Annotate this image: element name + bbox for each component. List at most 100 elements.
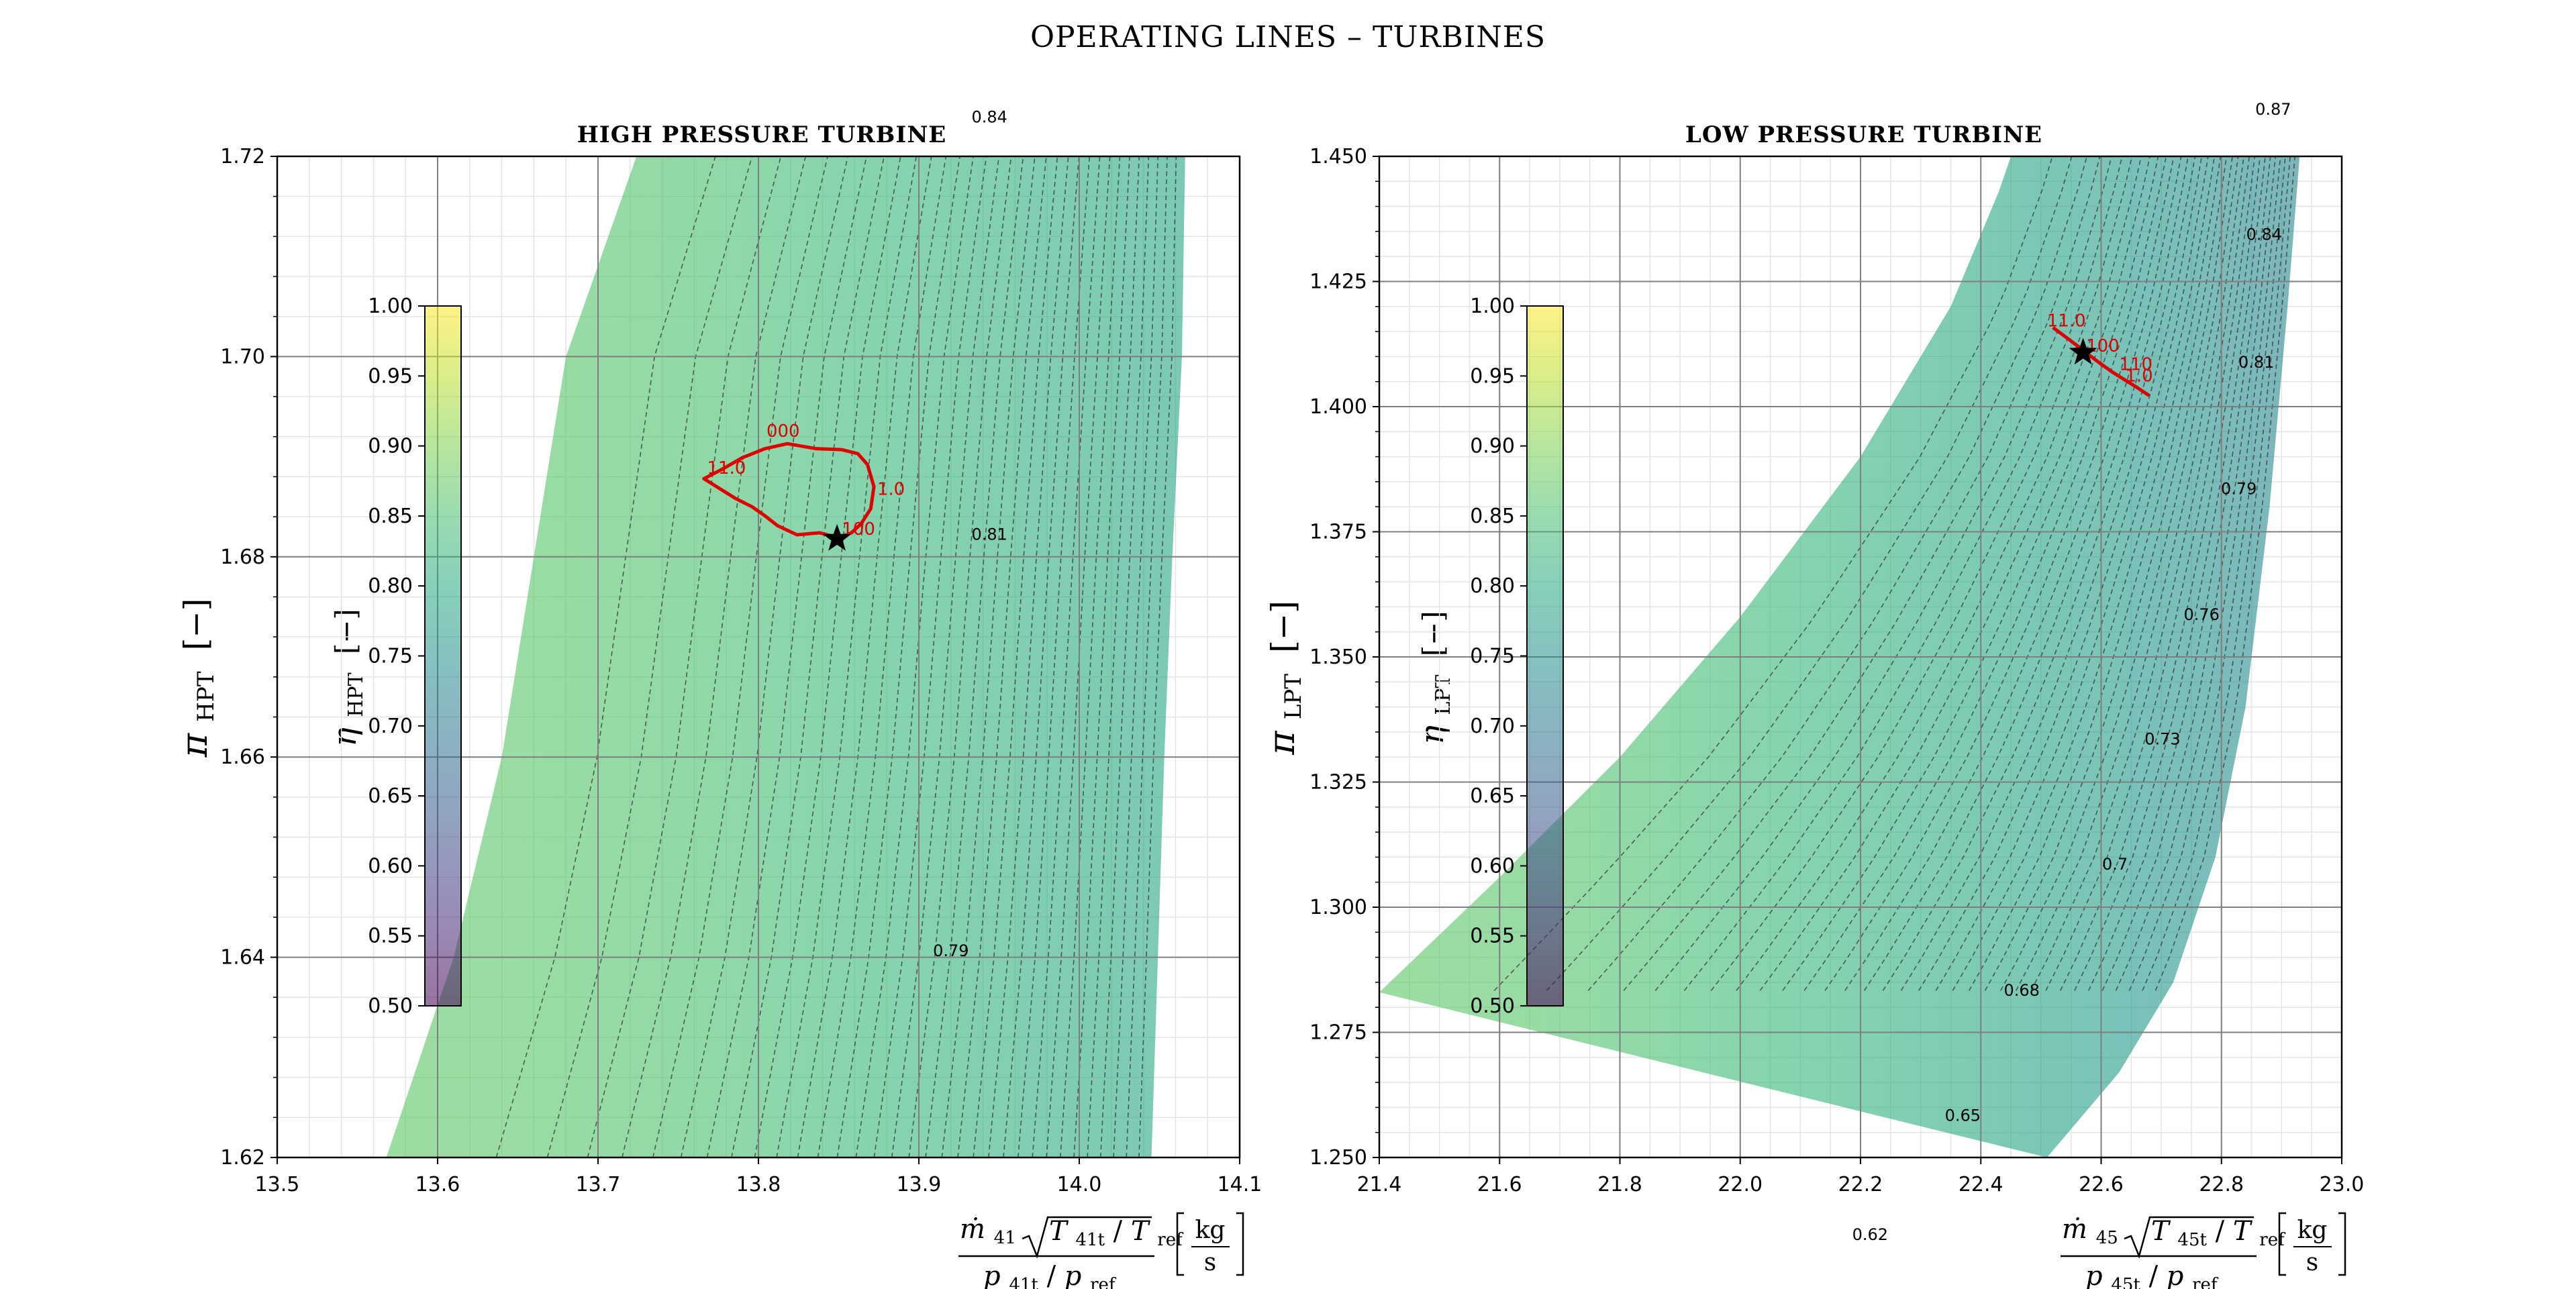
- lpt-efficiency-label: 0.81: [2238, 353, 2274, 372]
- lpt-xlabel-unit-num: kg: [2297, 1217, 2328, 1244]
- hpt-colorbar-label: η HPT [−]: [326, 609, 370, 747]
- lpt-speed-line: [2115, 156, 2281, 991]
- hpt-colorbar-tick-label: 0.60: [368, 854, 413, 878]
- svg-text:ṁ 41: ṁ 41: [960, 1214, 1016, 1248]
- lpt-speed-line: [1968, 156, 2228, 991]
- svg-text:T 45t /: T 45t / T ref: [2151, 1216, 2286, 1252]
- lpt-speed-line: [2030, 156, 2250, 991]
- hpt-xlabel-Tref: T: [1131, 1216, 1151, 1247]
- hpt-operating-point-label: 000: [766, 421, 800, 442]
- lpt-colorbar-label: η LPT [−]: [1414, 611, 1458, 744]
- lpt-xlabel-mdot-sub: 45: [2096, 1228, 2118, 1248]
- lpt-speed-line: [1493, 156, 2053, 991]
- hpt-speed-line: [1003, 156, 1080, 1157]
- hpt-colorbar-tick-label: 0.55: [368, 925, 413, 948]
- hpt-colorbar-tick-label: 0.90: [368, 435, 413, 458]
- lpt-xlabel-T-sub: 45t: [2177, 1230, 2207, 1250]
- lpt-operating-point-label: 110: [2119, 355, 2152, 375]
- hpt-colorbar-tick-label: 0.85: [368, 505, 413, 528]
- hpt-speed-line: [1138, 156, 1177, 1157]
- hpt-y-tick-label: 1.68: [220, 546, 265, 569]
- lpt-panel: LOW PRESSURE TURBINE ṁ 45 T 45t / T ref …: [1260, 100, 2364, 1289]
- hpt-efficiency-label: 0.81: [971, 525, 1007, 544]
- hpt-xlabel-mdot: ṁ: [960, 1214, 985, 1245]
- hpt-y-tick-label: 1.62: [220, 1146, 265, 1170]
- lpt-speed-line: [1803, 156, 2167, 991]
- lpt-x-tick-label: 23.0: [2320, 1173, 2365, 1196]
- hpt-speed-line: [908, 156, 1012, 1157]
- lpt-speed-line: [1824, 156, 2175, 991]
- hpt-cbar-sub: HPT: [344, 672, 368, 717]
- hpt-speed-line: [587, 156, 782, 1157]
- lpt-colorbar-tick-label: 0.80: [1470, 574, 1515, 598]
- lpt-speed-line: [1623, 156, 2101, 991]
- lpt-speed-line: [2128, 156, 2286, 991]
- lpt-speed-line: [2142, 156, 2291, 991]
- hpt-speed-line: [1032, 156, 1101, 1157]
- lpt-speed-line: [2088, 156, 2271, 991]
- hpt-operating-point-label: 11.0: [707, 458, 746, 478]
- hpt-efficiency-map: [386, 156, 1185, 1157]
- lpt-colorbar-tick-label: 0.55: [1470, 925, 1515, 948]
- hpt-speed-line: [1113, 156, 1159, 1157]
- lpt-speed-line: [1654, 156, 2112, 991]
- hpt-xlabel-pref: p: [1064, 1261, 1082, 1289]
- lpt-operating-point-label: 11.0: [2047, 311, 2086, 331]
- hpt-colorbar-tick-label: 0.70: [368, 715, 413, 738]
- hpt-speed-line: [652, 156, 828, 1157]
- lpt-x-tick-label: 22.2: [1838, 1173, 1883, 1196]
- lpt-x-axis-label: ṁ 45 T 45t / T ref p 45t / p ref kg s: [2061, 1212, 2346, 1289]
- lpt-colorbar-tick-label: 0.60: [1470, 854, 1515, 878]
- lpt-colorbar: [1527, 306, 1563, 1006]
- lpt-speed-line: [1759, 156, 2150, 991]
- lpt-xlabel-mdot: ṁ: [2062, 1214, 2087, 1245]
- hpt-speed-line: [680, 156, 848, 1157]
- lpt-colorbar-tick-label: 0.75: [1470, 645, 1515, 668]
- hpt-xlabel-Tref-sub: ref: [1157, 1230, 1184, 1250]
- hpt-xlabel-p: p: [983, 1261, 1001, 1289]
- hpt-x-tick-label: 14.0: [1057, 1173, 1102, 1196]
- lpt-speed-line: [1844, 156, 2182, 991]
- lpt-colorbar-tick-label: 0.70: [1470, 715, 1515, 738]
- hpt-speed-line: [706, 156, 867, 1157]
- lpt-speed-line: [1710, 156, 2133, 991]
- lpt-speed-line: [2000, 156, 2239, 991]
- hpt-xlabel-unit-num: kg: [1195, 1217, 1226, 1244]
- lpt-xlabel-pref-sub: ref: [2192, 1275, 2219, 1289]
- hpt-colorbar: [425, 306, 461, 1006]
- lpt-xlabel-Tref: T: [2233, 1216, 2253, 1247]
- lpt-x-tick-label: 22.0: [1718, 1173, 1763, 1196]
- lpt-colorbar-tick-label: 0.85: [1470, 505, 1515, 528]
- lpt-efficiency-label: 0.84: [2246, 225, 2282, 244]
- lpt-efficiency-label: 0.65: [1945, 1106, 1981, 1125]
- hpt-speed-line: [546, 156, 753, 1157]
- lpt-y-tick-label: 1.450: [1309, 145, 1367, 168]
- lpt-colorbar-tick-label: 0.65: [1470, 784, 1515, 808]
- lpt-colorbar-tick-label: 0.90: [1470, 435, 1515, 458]
- hpt-x-tick-label: 14.1: [1218, 1173, 1262, 1196]
- lpt-y-tick-label: 1.400: [1309, 395, 1367, 419]
- hpt-colorbar-tick-label: 0.50: [368, 994, 413, 1018]
- hpt-y-tick-label: 1.66: [220, 745, 265, 769]
- hpt-speed-line: [776, 156, 918, 1157]
- hpt-efficiency-label: 0.79: [933, 941, 969, 960]
- lpt-speed-line: [2101, 156, 2277, 991]
- svg-text:ṁ 45: ṁ 45: [2062, 1214, 2118, 1248]
- lpt-ylabel-sub: LPT: [1280, 674, 1307, 719]
- lpt-design-point-star: [2069, 338, 2097, 365]
- lpt-title: LOW PRESSURE TURBINE: [1685, 121, 2042, 148]
- hpt-xlabel-pref-sub: ref: [1090, 1275, 1117, 1289]
- lpt-speed-line: [1952, 156, 2222, 991]
- svg-text:p 45t /: p 45t / p ref: [2085, 1261, 2219, 1289]
- lpt-operating-point-label: 1.0: [2125, 366, 2152, 386]
- lpt-ylabel-bracket: [−]: [1265, 601, 1302, 653]
- svg-text:T 41t /: T 41t / T ref: [1049, 1216, 1184, 1252]
- lpt-speed-line: [1900, 156, 2203, 991]
- hpt-speed-line: [957, 156, 1047, 1157]
- lpt-efficiency-label: 0.79: [2221, 480, 2257, 499]
- lpt-efficiency-label: 0.7: [2102, 855, 2128, 874]
- lpt-speed-line: [1935, 156, 2216, 991]
- hpt-colorbar-tick-label: 0.80: [368, 574, 413, 598]
